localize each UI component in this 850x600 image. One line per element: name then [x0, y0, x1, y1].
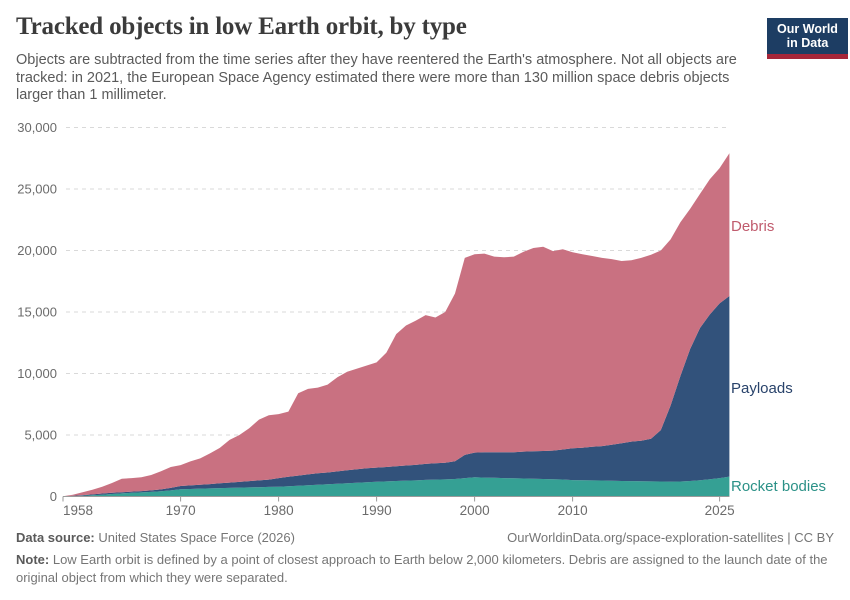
legend-label-debris[interactable]: Debris: [731, 218, 775, 235]
y-axis-label-5000: 5,000: [24, 428, 57, 443]
y-axis-label-0: 0: [50, 489, 57, 504]
y-axis-label-25000: 25,000: [17, 182, 57, 197]
note-value: Low Earth orbit is defined by a point of…: [16, 552, 828, 585]
x-axis-label-1980: 1980: [264, 503, 294, 518]
attribution-link[interactable]: OurWorldinData.org/space-exploration-sat…: [507, 530, 834, 545]
y-axis-label-15000: 15,000: [17, 305, 57, 320]
y-axis-label-30000: 30,000: [17, 120, 57, 135]
x-axis-label-1958: 1958: [63, 503, 93, 518]
payloads-area[interactable]: [63, 296, 730, 497]
data-source-label: Data source:: [16, 530, 95, 545]
debris-area[interactable]: [63, 153, 730, 497]
x-axis-label-2010: 2010: [558, 503, 588, 518]
x-axis-label-2000: 2000: [460, 503, 490, 518]
x-axis-label-2025: 2025: [705, 503, 735, 518]
owid-logo-line2: in Data: [786, 35, 829, 50]
chart-note: Note: Low Earth orbit is defined by a po…: [16, 551, 834, 586]
owid-logo[interactable]: Our World in Data: [767, 18, 848, 59]
data-source: Data source: United States Space Force (…: [16, 530, 295, 545]
x-axis-label-1990: 1990: [362, 503, 392, 518]
rocket-bodies-area[interactable]: [63, 476, 730, 497]
y-axis-label-20000: 20,000: [17, 243, 57, 258]
page-title: Tracked objects in low Earth orbit, by t…: [16, 13, 467, 40]
x-axis-label-1970: 1970: [166, 503, 196, 518]
legend-label-rocket-bodies[interactable]: Rocket bodies: [731, 478, 827, 495]
note-label: Note:: [16, 552, 50, 567]
data-source-value: United States Space Force (2026): [98, 530, 295, 545]
legend-label-payloads[interactable]: Payloads: [731, 380, 793, 397]
chart-footer: Data source: United States Space Force (…: [16, 530, 834, 586]
chart-subtitle: Objects are subtracted from the time ser…: [16, 52, 737, 104]
owid-logo-line1: Our World: [777, 22, 838, 36]
y-axis-label-10000: 10,000: [17, 366, 57, 381]
